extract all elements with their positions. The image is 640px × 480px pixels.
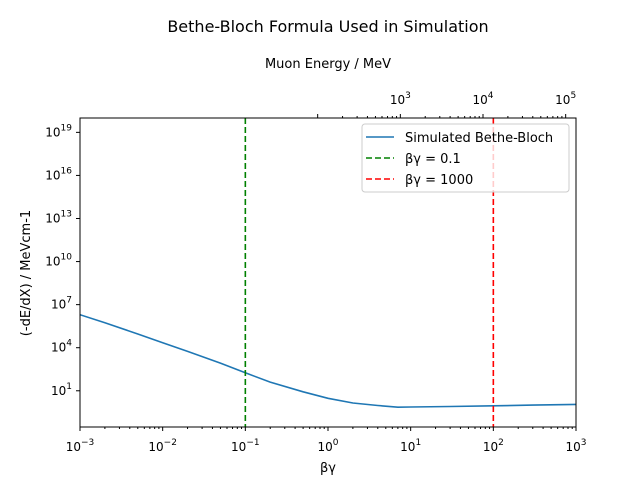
x-tick-label: 10−3 <box>66 438 95 454</box>
plot-area <box>80 118 576 427</box>
legend-box <box>361 123 570 193</box>
axis-ticks: 10−3 10−2 10−1 100 101 102 103 101 104 107 1010 101… <box>45 91 586 454</box>
top-tick-label: 105 <box>555 91 576 107</box>
x-tick-label: 101 <box>400 438 421 454</box>
y-tick-label: 101 <box>51 382 72 398</box>
series-line-0 <box>80 313 576 409</box>
x-tick-label: 102 <box>483 438 504 454</box>
x-axis-label: βγ <box>320 461 336 476</box>
x-tick-label: 103 <box>565 438 586 454</box>
y-axis-label: (-dE/dX) / MeVcm-1 <box>19 210 34 336</box>
chart-title: Bethe-Bloch Formula Used in Simulation <box>167 17 488 36</box>
legend: Simulated Bethe-Bloch βγ = 0.1 βγ = 1000 <box>361 123 570 193</box>
x-tick-label: 100 <box>317 438 338 454</box>
legend-label-2: βγ = 1000 <box>405 173 473 188</box>
top-axis-label: Muon Energy / MeV <box>265 57 391 72</box>
x-tick-label: 10−2 <box>148 438 177 454</box>
y-tick-label: 1016 <box>45 166 72 182</box>
y-tick-label: 1010 <box>45 253 72 269</box>
y-tick-label: 1013 <box>45 209 72 225</box>
legend-label-0: Simulated Bethe-Bloch <box>405 131 553 146</box>
top-tick-label: 104 <box>472 91 493 107</box>
top-tick-label: 103 <box>390 91 411 107</box>
y-tick-label: 1019 <box>45 123 72 139</box>
plot-frame <box>79 117 577 428</box>
x-tick-label: 10−1 <box>231 438 260 454</box>
legend-label-1: βγ = 0.1 <box>405 152 461 167</box>
y-tick-label: 104 <box>51 339 72 355</box>
y-tick-label: 107 <box>51 296 72 312</box>
